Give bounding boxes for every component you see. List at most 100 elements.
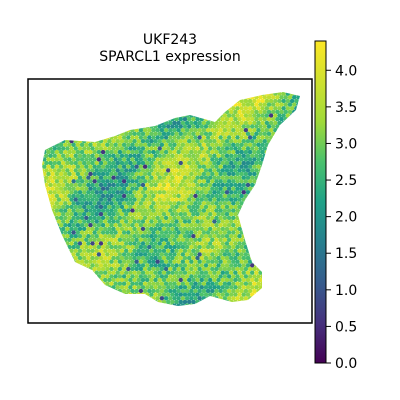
spot <box>294 157 299 162</box>
spot <box>71 186 76 191</box>
spot <box>214 193 219 199</box>
spot <box>266 285 272 290</box>
spot <box>111 124 116 129</box>
spot <box>208 299 213 305</box>
spot <box>285 266 291 272</box>
spot <box>142 281 148 286</box>
spot <box>233 241 238 246</box>
spot <box>212 219 217 224</box>
spot <box>54 281 60 286</box>
spot <box>275 204 280 210</box>
spot <box>86 226 91 232</box>
spot <box>264 303 270 306</box>
spot <box>103 248 108 253</box>
spot <box>48 285 53 290</box>
spot <box>252 259 257 264</box>
spot <box>96 193 102 199</box>
spot <box>180 106 186 111</box>
spot <box>208 92 213 93</box>
spot <box>157 160 162 166</box>
spot <box>103 234 108 239</box>
spot <box>267 307 271 311</box>
spot <box>247 288 253 294</box>
spot <box>117 157 123 162</box>
spot <box>54 296 60 301</box>
spot <box>88 142 93 147</box>
spot <box>157 263 162 268</box>
spot <box>50 237 55 242</box>
spot <box>275 175 280 180</box>
spot <box>247 215 253 221</box>
spot <box>266 263 272 268</box>
spot <box>187 131 192 136</box>
spot <box>153 102 158 107</box>
spot <box>58 164 64 169</box>
spot <box>88 244 93 250</box>
spot <box>69 168 74 173</box>
spot <box>79 230 85 235</box>
spot <box>193 92 198 96</box>
spot <box>180 135 186 140</box>
spot <box>285 244 291 250</box>
spot <box>138 135 144 140</box>
spot <box>128 117 133 122</box>
spot <box>159 179 165 184</box>
spot <box>216 285 221 290</box>
spot <box>205 142 211 147</box>
spot <box>210 106 215 111</box>
spot <box>174 197 179 202</box>
spot <box>142 237 148 242</box>
spot <box>174 95 179 100</box>
spot <box>111 255 116 261</box>
spot <box>262 160 267 166</box>
spot <box>178 263 183 268</box>
spot <box>42 128 43 133</box>
spot <box>132 139 137 144</box>
spot <box>303 245 307 249</box>
spot <box>205 106 211 111</box>
spot <box>109 223 114 228</box>
spot <box>145 234 150 239</box>
spot <box>201 223 207 228</box>
spot <box>258 263 263 268</box>
spot <box>233 197 238 202</box>
spot <box>296 124 300 129</box>
spot <box>88 98 93 104</box>
spot <box>239 237 244 242</box>
spot <box>109 171 114 177</box>
spot <box>285 215 291 221</box>
spot <box>73 131 79 136</box>
spot <box>245 102 251 107</box>
spot <box>109 296 114 301</box>
spot <box>241 263 246 268</box>
spot <box>237 160 242 166</box>
spot <box>63 98 68 104</box>
spot <box>54 92 60 96</box>
spot <box>113 135 118 140</box>
spot <box>98 124 104 129</box>
spot <box>44 95 49 100</box>
spot <box>58 171 64 177</box>
spot <box>52 299 57 305</box>
spot <box>210 128 215 133</box>
spot <box>130 266 135 272</box>
spot <box>172 128 177 133</box>
spot <box>178 102 183 107</box>
spot <box>75 128 81 133</box>
spot <box>239 106 244 111</box>
spot <box>151 149 156 155</box>
spot <box>151 179 156 184</box>
spot <box>63 157 68 162</box>
spot <box>273 259 278 264</box>
spot <box>58 193 64 199</box>
spot <box>281 113 286 118</box>
spot <box>281 193 286 199</box>
spot <box>212 102 217 107</box>
spot <box>281 266 286 272</box>
spot <box>245 263 251 268</box>
spot <box>210 288 215 294</box>
spot <box>96 215 102 221</box>
spot <box>94 124 100 129</box>
spot <box>71 244 76 250</box>
spot <box>145 124 150 129</box>
